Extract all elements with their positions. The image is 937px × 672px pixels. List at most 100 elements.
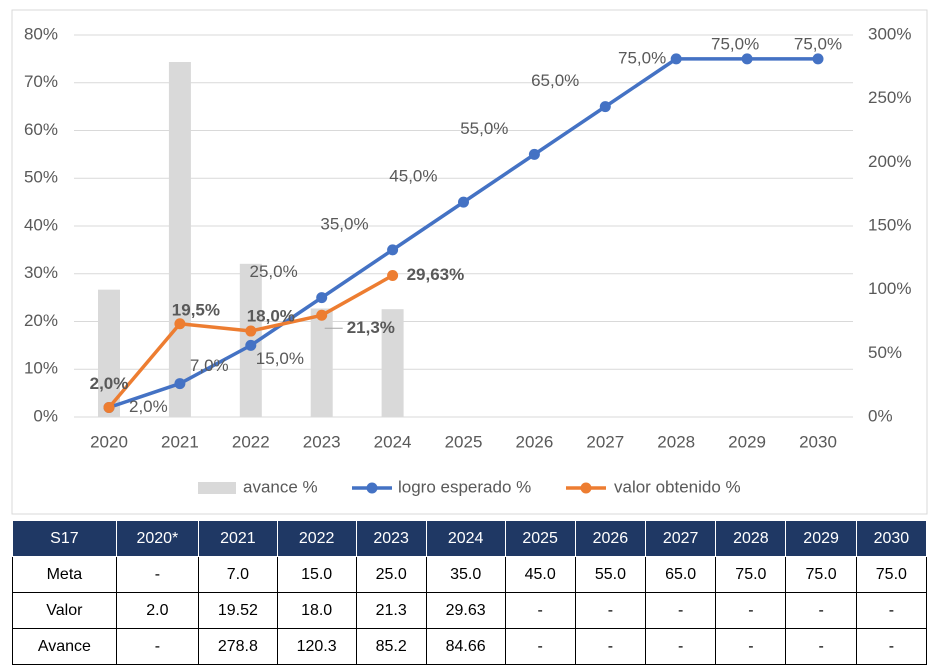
- x-tick-label: 2029: [728, 432, 766, 451]
- x-tick-label: 2024: [374, 432, 412, 451]
- table-cell: -: [115, 628, 199, 665]
- table-cell: -: [785, 592, 857, 629]
- table-cell: -: [115, 556, 199, 593]
- data-label: 75,0%: [711, 34, 759, 53]
- x-tick-label: 2021: [161, 432, 199, 451]
- table-cell: S17: [12, 520, 117, 557]
- table-cell: Avance: [12, 628, 117, 665]
- data-label: 19,5%: [172, 300, 220, 319]
- data-label: 21,3%: [347, 318, 395, 337]
- table-cell: 2022: [276, 520, 357, 557]
- table-cell: -: [574, 628, 647, 665]
- table-cell: 278.8: [197, 628, 278, 665]
- point: [812, 53, 824, 65]
- y-tick-label: 60%: [24, 120, 58, 139]
- point: [599, 101, 611, 113]
- data-label: 18,0%: [247, 307, 295, 326]
- table-cell: 75.0: [785, 556, 857, 593]
- point: [174, 378, 186, 390]
- y-tick-label: 30%: [24, 263, 58, 282]
- table-cell: Meta: [12, 556, 117, 593]
- table-cell: -: [645, 592, 717, 629]
- legend-swatch: [198, 482, 236, 494]
- bar: [381, 309, 404, 417]
- table-cell: 2025: [504, 520, 576, 557]
- x-tick-label: 2025: [445, 432, 483, 451]
- bar: [168, 61, 191, 418]
- point: [245, 325, 257, 337]
- table-cell: 85.2: [355, 628, 427, 665]
- legend-label: logro esperado %: [398, 477, 531, 496]
- bar: [98, 289, 120, 417]
- x-tick-label: 2023: [303, 432, 341, 451]
- data-label: 35,0%: [320, 214, 368, 233]
- point: [316, 292, 328, 304]
- table-cell: 75.0: [715, 556, 787, 593]
- data-label: 65,0%: [531, 71, 579, 90]
- data-label: 75,0%: [618, 48, 666, 67]
- point: [103, 401, 115, 413]
- chart-border: [11, 9, 928, 515]
- y-tick-label: 80%: [24, 24, 58, 43]
- y2-tick-label: 50%: [868, 343, 902, 362]
- y-tick-label: 20%: [24, 311, 58, 330]
- x-tick-label: 2027: [586, 432, 624, 451]
- table-cell: 25.0: [355, 556, 427, 593]
- table-row: S17 2020* 2021 2022 2023 2024 2025 2026 2027 2028…: [12, 520, 928, 557]
- y-tick-label: 10%: [24, 359, 58, 378]
- table-cell: 15.0: [276, 556, 357, 593]
- y-tick-label: 70%: [24, 72, 58, 91]
- table-cell: 2028: [715, 520, 787, 557]
- data-label: 15,0%: [256, 349, 304, 368]
- point: [174, 318, 186, 330]
- y2-tick-label: 300%: [868, 24, 911, 43]
- legend-swatch: [366, 482, 378, 494]
- table-row: Valor 2.0 19.52 18.0 21.3 29.63- - - - - -: [12, 592, 928, 629]
- data-label: 55,0%: [460, 119, 508, 138]
- table-cell: 65.0: [645, 556, 717, 593]
- table-cell: 55.0: [574, 556, 647, 593]
- bar: [310, 308, 333, 417]
- table-cell: 120.3: [276, 628, 357, 665]
- table-cell: 2029: [785, 520, 857, 557]
- table-cell: 29.63: [425, 592, 506, 629]
- table-cell: 45.0: [504, 556, 576, 593]
- legend-swatch: [580, 482, 592, 494]
- table-cell: -: [574, 592, 647, 629]
- table-cell: 2020*: [115, 520, 199, 557]
- point: [458, 196, 469, 208]
- x-tick-label: 2020: [90, 432, 128, 451]
- data-label: 29,63%: [407, 265, 465, 284]
- table-cell: 2024: [425, 520, 506, 557]
- data-label: 2,0%: [90, 374, 129, 393]
- table-row: Avance -278.8 120.3 85.2 84.66- - - - - -: [12, 628, 928, 665]
- point: [387, 244, 399, 256]
- x-tick-label: 2028: [657, 432, 695, 451]
- data-label: 2,0%: [129, 397, 168, 416]
- table-cell: -: [715, 628, 787, 665]
- y2-tick-label: 150%: [868, 215, 911, 234]
- y2-tick-label: 0%: [868, 406, 893, 425]
- table-cell: 84.66: [425, 628, 506, 665]
- data-label: 25,0%: [249, 262, 297, 281]
- legend-label: avance %: [243, 477, 318, 496]
- point: [741, 53, 753, 65]
- y-tick-label: 40%: [24, 215, 58, 234]
- y2-tick-label: 250%: [868, 88, 911, 107]
- x-tick-label: 2030: [799, 432, 837, 451]
- table-cell: 2.0: [115, 592, 199, 629]
- table-cell: 2027: [645, 520, 717, 557]
- y2-tick-label: 200%: [868, 152, 911, 171]
- point: [387, 270, 399, 282]
- table-cell: -: [715, 592, 787, 629]
- data-label: 75,0%: [794, 34, 842, 53]
- x-tick-label: 2022: [232, 432, 270, 451]
- point: [670, 53, 682, 65]
- data-label: 45,0%: [389, 167, 437, 186]
- x-tick-label: 2026: [515, 432, 553, 451]
- table-cell: 21.3: [355, 592, 427, 629]
- y-tick-label: 0%: [33, 406, 58, 425]
- legend-label: valor obtenido %: [614, 477, 741, 496]
- table-cell: 2026: [574, 520, 647, 557]
